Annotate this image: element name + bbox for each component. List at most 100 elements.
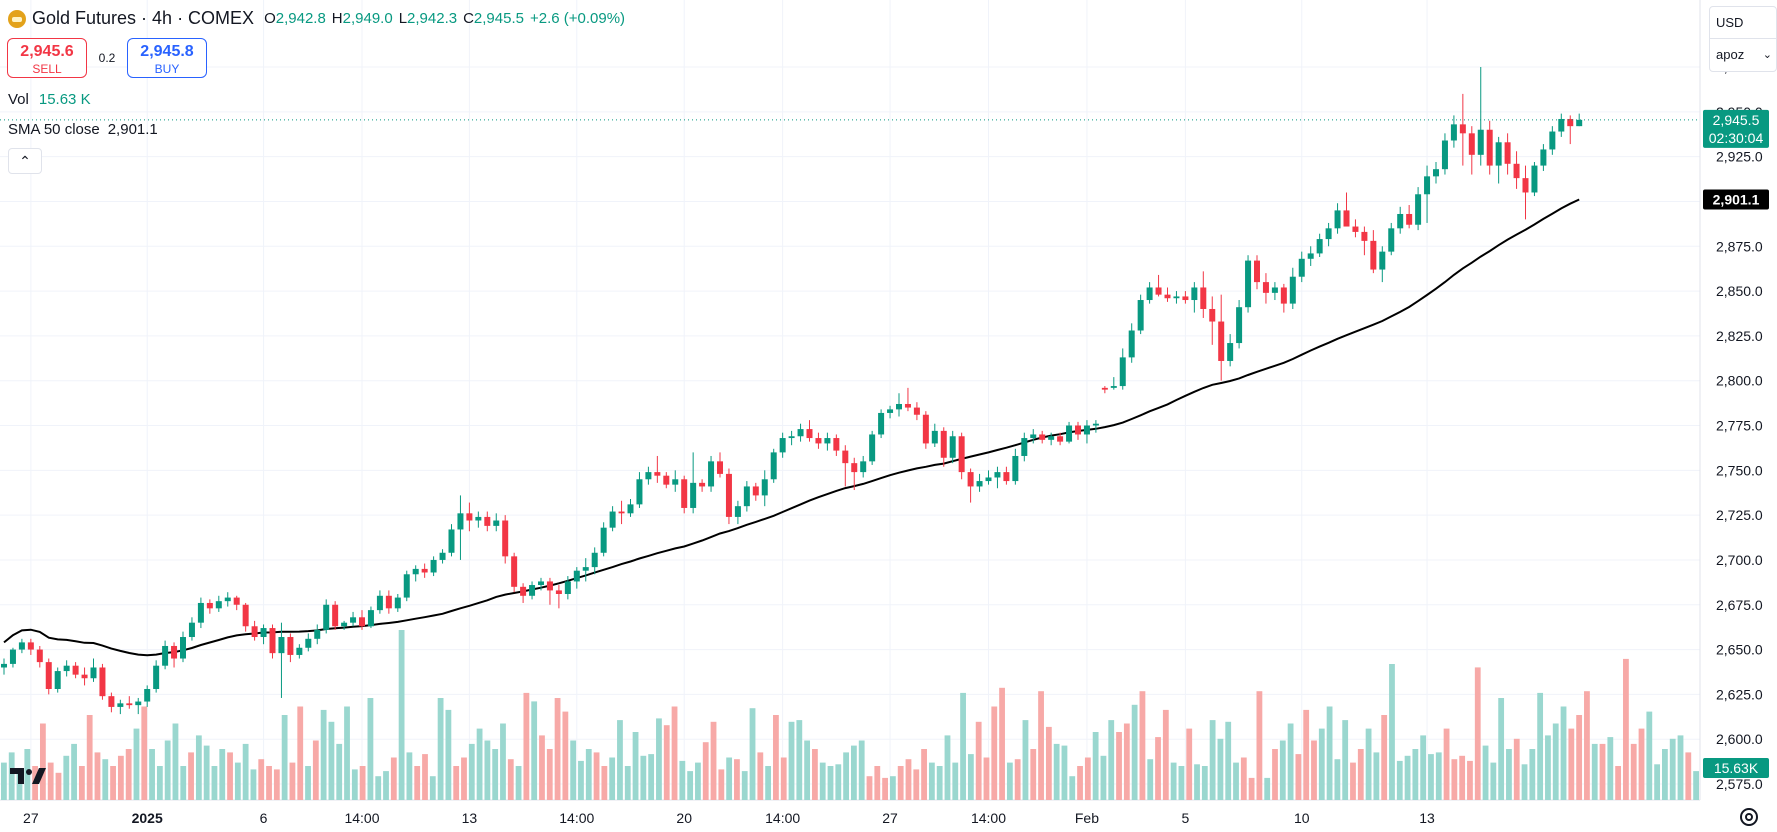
volume-bar bbox=[258, 759, 265, 800]
volume-bar bbox=[632, 732, 639, 800]
volume-bar bbox=[702, 742, 709, 800]
candle-body bbox=[1370, 240, 1377, 270]
volume-bar bbox=[242, 743, 249, 800]
volume-bar bbox=[788, 721, 795, 800]
volume-bar bbox=[390, 757, 397, 800]
volume-bar bbox=[141, 706, 148, 800]
volume-bar bbox=[1506, 749, 1512, 800]
candle-body bbox=[1540, 149, 1547, 166]
ohlc-open: O2,942.8 bbox=[264, 10, 326, 27]
sell-button[interactable]: 2,945.6 SELL bbox=[7, 38, 87, 78]
volume-bar bbox=[180, 766, 187, 800]
volume-bar bbox=[453, 766, 460, 800]
volume-value: 15.63 K bbox=[38, 91, 91, 108]
candle-body bbox=[896, 403, 902, 410]
volume-bar bbox=[102, 759, 109, 800]
volume-bar bbox=[539, 735, 545, 800]
volume-bar bbox=[1396, 760, 1403, 800]
candle-body bbox=[1477, 129, 1484, 155]
candle-body bbox=[350, 617, 357, 623]
volume-bar bbox=[749, 708, 756, 800]
volume-bar bbox=[679, 760, 686, 800]
sma-legend[interactable]: SMA 50 close 2,901.1 bbox=[8, 121, 158, 138]
volume-bar bbox=[1615, 766, 1622, 800]
volume-bar bbox=[624, 766, 631, 800]
volume-bar bbox=[585, 749, 592, 800]
candle-body bbox=[466, 513, 473, 521]
x-tick-label: 13 bbox=[462, 810, 478, 826]
volume-bar bbox=[1630, 743, 1637, 800]
candle-body bbox=[743, 486, 750, 507]
candle-body bbox=[36, 649, 43, 663]
candle-body bbox=[1271, 287, 1278, 293]
candle-body bbox=[1450, 124, 1457, 141]
volume-bar bbox=[1685, 752, 1692, 800]
candle-body bbox=[162, 645, 169, 666]
volume-bar bbox=[843, 752, 849, 800]
candle-body bbox=[171, 645, 178, 659]
volume-bar bbox=[468, 743, 475, 800]
volume-bar bbox=[593, 752, 600, 800]
collapse-legend-button[interactable]: ⌃ bbox=[8, 148, 42, 174]
volume-bar bbox=[266, 766, 272, 800]
candle-body bbox=[475, 516, 482, 521]
candle-body bbox=[45, 662, 52, 689]
x-tick-label: 13 bbox=[1419, 810, 1435, 826]
candle-body bbox=[251, 626, 258, 638]
volume-bar bbox=[1014, 759, 1021, 800]
volume-bar bbox=[905, 759, 912, 800]
volume-bar bbox=[967, 754, 974, 800]
candle-body bbox=[1298, 258, 1305, 277]
settings-gear-icon[interactable] bbox=[1740, 808, 1758, 826]
volume-bar bbox=[866, 776, 873, 800]
volume-bar bbox=[1233, 762, 1239, 800]
candle-body bbox=[529, 585, 536, 596]
candle-body bbox=[1227, 343, 1234, 361]
volume-bar bbox=[1693, 771, 1699, 800]
volume-bar bbox=[1318, 728, 1325, 800]
volume-bar bbox=[765, 766, 772, 800]
volume-bar bbox=[55, 772, 62, 800]
volume-bar bbox=[1498, 698, 1505, 800]
candle-body bbox=[663, 475, 670, 485]
currency-unit-selector: USD apoz ⌄ bbox=[1709, 6, 1777, 72]
gold-logo-icon bbox=[8, 9, 26, 28]
candle-body bbox=[788, 436, 795, 439]
candle-body bbox=[842, 450, 849, 464]
volume-bar bbox=[1248, 777, 1255, 800]
ohlc-close: C2,945.5 bbox=[463, 10, 524, 27]
tradingview-logo-icon[interactable] bbox=[10, 766, 46, 792]
candle-body bbox=[1066, 425, 1073, 442]
volume-legend[interactable]: Vol 15.63 K bbox=[8, 91, 91, 108]
candle-body bbox=[1289, 276, 1296, 304]
volume-bar bbox=[1022, 720, 1029, 800]
currency-select[interactable]: USD bbox=[1710, 7, 1776, 39]
volume-bar bbox=[515, 766, 522, 800]
volume-bar bbox=[1521, 764, 1528, 800]
candle-body bbox=[376, 595, 383, 611]
sma-50-line bbox=[3, 198, 1580, 657]
volume-bar bbox=[149, 749, 155, 800]
candle-body bbox=[717, 461, 723, 474]
x-tick-label: 14:00 bbox=[971, 810, 1006, 826]
volume-bar bbox=[1170, 762, 1177, 800]
sell-price: 2,945.6 bbox=[20, 43, 74, 60]
volume-bar bbox=[63, 755, 70, 800]
volume-bar bbox=[1482, 745, 1489, 800]
chevron-up-icon: ⌃ bbox=[19, 153, 31, 169]
unit-select[interactable]: apoz ⌄ bbox=[1710, 39, 1776, 71]
volume-bar bbox=[1552, 723, 1559, 800]
y-tick-label: 2,800.0 bbox=[1716, 373, 1763, 389]
volume-bar bbox=[671, 706, 678, 800]
ohlc-low: L2,942.3 bbox=[398, 10, 458, 27]
volume-bar bbox=[125, 749, 132, 800]
volume-bar bbox=[609, 757, 616, 800]
volume-bar bbox=[1295, 754, 1302, 800]
buy-button[interactable]: 2,945.8 BUY bbox=[127, 38, 207, 78]
volume-bar bbox=[570, 740, 577, 800]
symbol-title[interactable]: Gold Futures · 4h · COMEX bbox=[32, 8, 255, 28]
sma-price-value: 2,901.1 bbox=[1713, 191, 1760, 207]
volume-bar bbox=[1326, 706, 1333, 800]
last-price-value: 2,945.5 bbox=[1713, 112, 1760, 128]
